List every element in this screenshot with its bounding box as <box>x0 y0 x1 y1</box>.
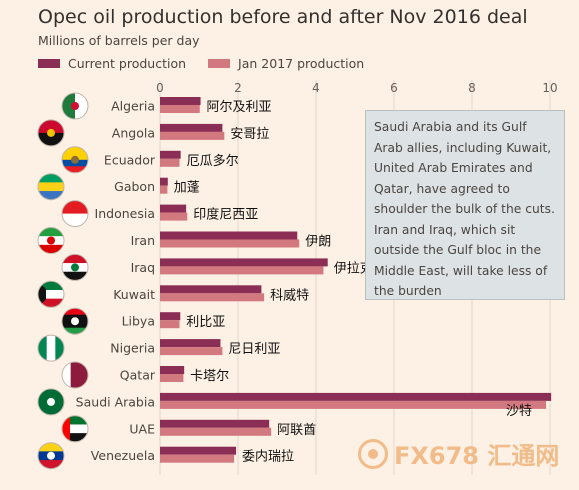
bar-current <box>160 339 221 348</box>
watermark: FX678 汇通网 <box>358 436 559 471</box>
legend-item-jan2017: Jan 2017 production <box>208 56 364 71</box>
chinese-label: 安哥拉 <box>230 127 269 142</box>
bar-jan2017 <box>160 131 225 140</box>
flag-icon <box>37 227 65 254</box>
category-label: UAE <box>129 421 155 436</box>
category-label: Nigeria <box>110 341 155 356</box>
category-label: Iraq <box>131 260 155 275</box>
x-tick-label: 6 <box>390 81 398 95</box>
chinese-label: 伊拉克 <box>334 261 373 276</box>
legend-swatch-jan2017 <box>208 59 231 68</box>
x-tick-label: 4 <box>312 81 320 95</box>
country-flags <box>37 92 89 470</box>
flag-icon <box>61 307 89 335</box>
category-label: Angola <box>112 125 155 140</box>
x-tick-label: 10 <box>542 81 557 95</box>
chinese-label: 伊朗 <box>305 235 331 250</box>
flag-icon <box>37 280 65 308</box>
bar-jan2017 <box>160 320 180 329</box>
legend-label-jan2017: Jan 2017 production <box>238 56 365 71</box>
category-label: Saudi Arabia <box>76 394 155 409</box>
bar-current <box>160 231 298 240</box>
bar-current <box>160 123 223 132</box>
category-label: Qatar <box>120 368 156 383</box>
flag-icon <box>37 388 65 416</box>
watermark-logo-icon <box>358 438 388 469</box>
chinese-label: 加蓬 <box>174 181 200 196</box>
bar-current <box>160 177 168 186</box>
bar-current <box>160 258 328 267</box>
bar-current <box>160 97 201 105</box>
chinese-label: 利比亚 <box>186 315 225 330</box>
legend-item-current: Current production <box>38 56 186 71</box>
annotation-box: Saudi Arabia and its Gulf Arab allies, i… <box>365 110 565 300</box>
bar-current <box>160 312 181 321</box>
category-labels: Algeria Angola Ecuador Gabon Indonesia Iran Ir… <box>76 99 156 464</box>
category-label: Algeria <box>111 99 155 114</box>
bar-jan2017 <box>160 454 235 463</box>
bar-jan2017 <box>160 185 168 194</box>
flag-icon <box>37 442 65 470</box>
chinese-label: 委内瑞拉 <box>242 449 294 465</box>
x-tick-label: 2 <box>234 81 242 95</box>
flag-icon <box>61 92 89 120</box>
bar-jan2017 <box>160 105 200 113</box>
bar-current <box>160 285 262 294</box>
chart-subtitle: Millions of barrels per day <box>38 33 200 48</box>
bar-current <box>160 150 181 159</box>
tick-labels: 0 2 4 6 8 10 <box>156 81 557 95</box>
chinese-label: 科威特 <box>270 288 309 303</box>
x-tick-label: 8 <box>468 81 476 95</box>
legend-swatch-current <box>38 59 60 68</box>
chinese-label: 厄瓜多尔 <box>187 153 239 169</box>
flag-icon <box>37 119 65 147</box>
bar-jan2017 <box>160 293 265 302</box>
category-label: Libya <box>122 314 155 329</box>
flag-icon <box>61 415 89 443</box>
category-label: Kuwait <box>113 287 155 302</box>
category-label: Gabon <box>114 179 155 194</box>
legend: Current production Jan 2017 production <box>38 56 364 71</box>
bar-current <box>160 446 237 455</box>
chinese-label: 印度尼西亚 <box>193 207 258 223</box>
flag-icon <box>61 361 89 389</box>
chinese-label: 沙特 <box>506 404 532 419</box>
flag-icon <box>37 173 65 201</box>
category-label: Venezuela <box>91 448 155 463</box>
bar-current <box>160 366 185 374</box>
chinese-labels: 阿尔及利亚安哥拉厄瓜多尔加蓬印度尼西亚伊朗伊拉克科威特利比亚尼日利亚卡塔尔沙特阿… <box>174 100 532 465</box>
flag-icon <box>61 200 89 228</box>
bar-jan2017 <box>160 266 324 275</box>
flag-icon <box>61 146 89 174</box>
category-label: Indonesia <box>95 206 155 221</box>
bar-current <box>160 419 270 428</box>
category-label: Ecuador <box>104 152 156 167</box>
chinese-label: 尼日利亚 <box>228 342 280 357</box>
bar-jan2017 <box>160 400 547 409</box>
category-label: Iran <box>131 233 155 248</box>
bar-jan2017 <box>160 374 184 382</box>
bar-jan2017 <box>160 427 272 436</box>
x-tick-label: 0 <box>156 81 164 95</box>
chinese-label: 阿联酋 <box>277 422 316 438</box>
bar-jan2017 <box>160 158 180 167</box>
bar-jan2017 <box>160 347 223 356</box>
chinese-label: 阿尔及利亚 <box>207 100 272 115</box>
legend-label-current: Current production <box>68 56 187 71</box>
chart-title: Opec oil production before and after Nov… <box>38 6 528 28</box>
flag-icon <box>61 253 89 281</box>
bar-current <box>160 392 552 401</box>
bar-jan2017 <box>160 212 188 221</box>
bar-current <box>160 204 187 213</box>
bar-jan2017 <box>160 239 300 248</box>
bars <box>160 97 552 463</box>
flag-icon <box>37 334 65 362</box>
watermark-text: FX678 汇通网 <box>394 442 560 470</box>
chinese-label: 卡塔尔 <box>190 369 229 384</box>
